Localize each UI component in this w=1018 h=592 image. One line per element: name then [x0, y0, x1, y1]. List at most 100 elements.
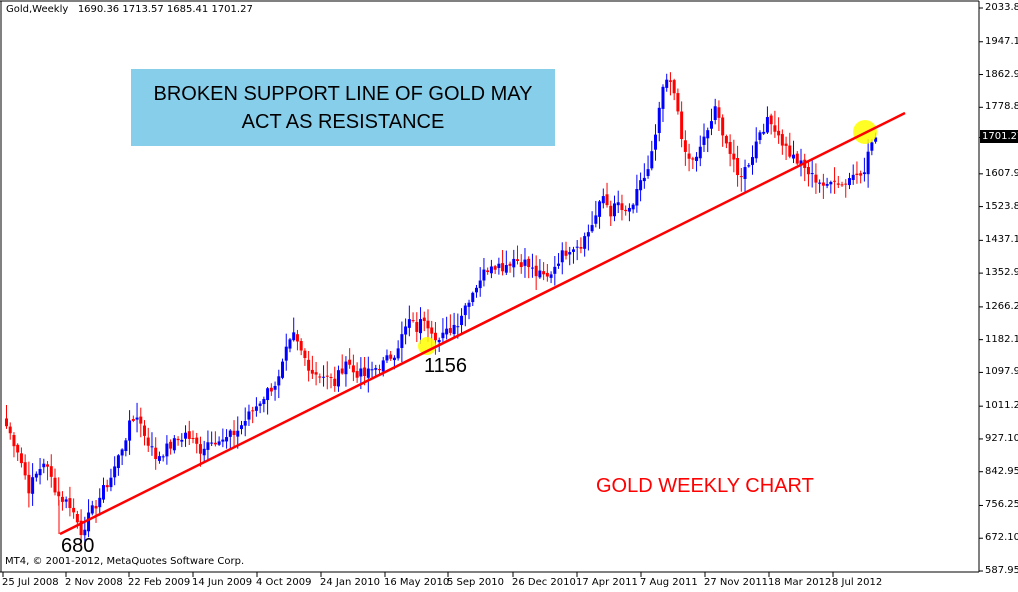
- bear-candle: [668, 80, 672, 82]
- bull-candle: [650, 151, 654, 169]
- bear-candle: [49, 466, 53, 477]
- bear-candle: [195, 437, 199, 444]
- bull-candle: [497, 263, 501, 268]
- x-tick-label: 14 Jun 2009: [192, 577, 253, 588]
- bear-candle: [94, 505, 98, 509]
- bull-candle: [810, 173, 814, 175]
- bull-candle: [657, 107, 661, 134]
- bear-candle: [728, 141, 732, 154]
- x-tick-label: 4 Oct 2009: [256, 577, 312, 588]
- bull-candle: [437, 340, 441, 343]
- bull-candle: [553, 266, 557, 274]
- bear-candle: [27, 474, 31, 494]
- y-tick-label: 587.95: [985, 565, 1018, 576]
- ohlc-low: 1685.41: [166, 4, 209, 15]
- bull-candle: [109, 477, 113, 488]
- bear-candle: [519, 262, 523, 268]
- bull-candle: [489, 266, 493, 274]
- y-tick-label: 672.10: [985, 532, 1018, 544]
- bear-candle: [773, 125, 777, 132]
- bear-candle: [430, 327, 434, 334]
- bull-candle: [467, 302, 471, 307]
- bull-candle: [743, 167, 747, 179]
- bull-candle: [273, 385, 277, 390]
- y-tick-label: 1862.95: [985, 68, 1018, 80]
- bear-candle: [732, 153, 736, 160]
- bull-candle: [239, 425, 243, 430]
- bear-candle: [508, 263, 512, 266]
- highlight-marker-1156: [418, 337, 436, 355]
- bear-candle: [683, 140, 687, 152]
- x-axis-ticks: [2, 572, 834, 577]
- bull-candle: [374, 368, 378, 370]
- bear-candle: [780, 134, 784, 146]
- bull-candle: [157, 456, 161, 461]
- bear-candle: [542, 271, 546, 275]
- bear-candle: [687, 153, 691, 159]
- annotation-note-box[interactable]: BROKEN SUPPORT LINE OF GOLD MAY ACT AS R…: [131, 69, 555, 146]
- bull-candle: [866, 151, 870, 175]
- x-tick-label: 25 Jul 2008: [2, 577, 59, 588]
- bull-candle: [594, 215, 598, 224]
- bear-candle: [769, 115, 773, 125]
- bear-candle: [314, 372, 318, 375]
- bull-candle: [792, 154, 796, 159]
- bull-candle: [612, 203, 616, 217]
- bull-candle: [221, 439, 225, 442]
- bull-candle: [385, 355, 389, 361]
- bear-candle: [844, 183, 848, 185]
- bear-candle: [422, 317, 426, 321]
- bull-candle: [639, 180, 643, 191]
- chart-label-text: GOLD WEEKLY CHART: [596, 475, 814, 497]
- bull-candle: [366, 368, 370, 378]
- bull-candle: [874, 137, 878, 142]
- bull-candle: [101, 485, 105, 500]
- bull-candle: [90, 505, 94, 514]
- symbol-timeframe: Gold,Weekly: [6, 4, 69, 15]
- y-tick-label: 1437.10: [985, 234, 1018, 246]
- support-trendline[interactable]: [59, 111, 906, 536]
- y-tick-label: 1011.25: [985, 400, 1018, 412]
- bear-candle: [325, 375, 329, 377]
- bear-candle: [307, 359, 311, 371]
- y-tick-label: 842.95: [985, 465, 1018, 477]
- bull-candle: [665, 79, 669, 88]
- bull-candle: [754, 141, 758, 159]
- y-tick-label: 1947.10: [985, 35, 1018, 47]
- y-tick-label: 1523.80: [985, 200, 1018, 212]
- bull-candle: [818, 182, 822, 184]
- x-tick-label: 16 May 2010: [384, 577, 450, 588]
- bull-candle: [504, 265, 508, 273]
- bear-candle: [859, 173, 863, 176]
- bear-candle: [736, 157, 740, 176]
- bull-candle: [825, 183, 829, 186]
- bull-candle: [601, 196, 605, 204]
- bear-candle: [23, 462, 27, 476]
- bear-candle: [739, 176, 743, 178]
- bull-candle: [478, 280, 482, 289]
- bull-candle: [254, 406, 258, 411]
- bear-candle: [79, 520, 83, 536]
- bull-candle: [870, 142, 874, 151]
- note-line-1: BROKEN SUPPORT LINE OF GOLD MAY: [153, 82, 533, 105]
- bull-candle: [851, 174, 855, 180]
- bull-candle: [236, 430, 240, 437]
- bull-candle: [262, 399, 266, 405]
- bear-candle: [299, 341, 303, 351]
- bear-candle: [672, 80, 676, 94]
- y-tick-label: 2033.80: [985, 2, 1018, 13]
- y-tick-label: 756.25: [985, 499, 1018, 511]
- bear-candle: [310, 369, 314, 374]
- bear-candle: [821, 182, 825, 186]
- bear-candle: [788, 145, 792, 157]
- bear-candle: [680, 111, 684, 140]
- bull-candle: [523, 259, 527, 266]
- bear-candle: [833, 180, 837, 182]
- x-tick-label: 27 Nov 2011: [704, 577, 769, 588]
- bull-candle: [598, 201, 602, 217]
- bull-candle: [590, 225, 594, 232]
- bear-candle: [154, 447, 158, 460]
- bear-candle: [57, 491, 61, 497]
- bull-candle: [474, 287, 478, 293]
